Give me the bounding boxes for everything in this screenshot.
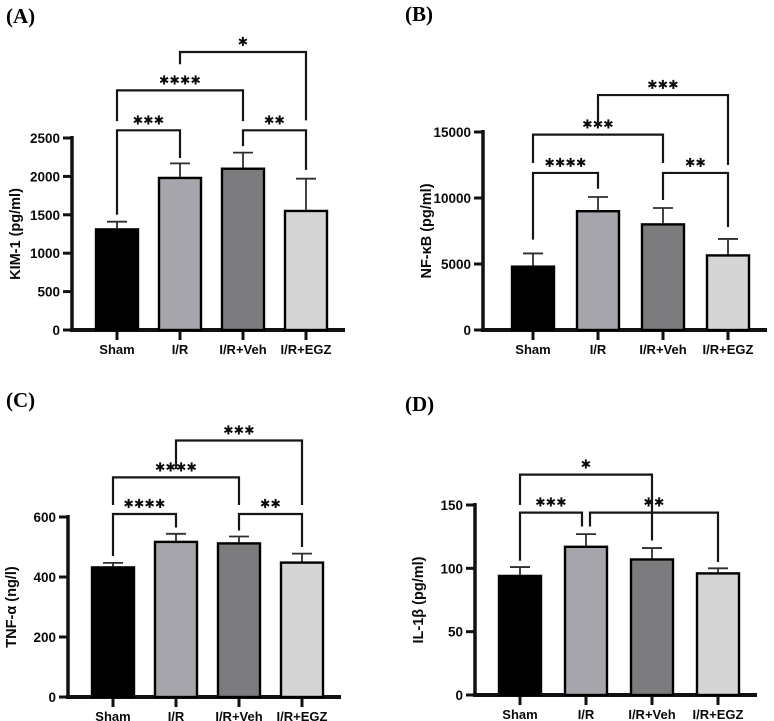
- y-axis-title: IL-1β (pg/ml): [411, 556, 427, 643]
- y-tick-label: 5000: [441, 257, 471, 272]
- bar-i-r: [157, 176, 203, 332]
- panel-b: (B) 0 5000 10000 15000 NF-κB (pg/ml) Sham I/R I…: [387, 0, 774, 360]
- x-tick-label: I/R+EGZ: [281, 342, 332, 357]
- x-tick-label: I/R: [168, 709, 185, 721]
- y-tick-label: 500: [37, 285, 60, 300]
- y-tick-label: 2500: [30, 131, 60, 146]
- sig-stars: ✱✱✱✱: [124, 496, 166, 511]
- x-tick-label: I/R: [578, 707, 595, 721]
- sig-bracket: [518, 473, 654, 541]
- bar-sham: [90, 566, 136, 699]
- bar-i-r-egz: [283, 209, 329, 332]
- bar-chart-nfkb: 0 5000 10000 15000 NF-κB (pg/ml) Sham I/R I/R+V…: [419, 77, 767, 357]
- x-tick-label: I/R+EGZ: [693, 707, 744, 721]
- sig-bracket: [661, 171, 730, 228]
- x-tick-label: I/R+EGZ: [703, 342, 754, 357]
- x-tick-label: Sham: [502, 707, 537, 721]
- sig-stars: ✱✱✱✱: [159, 72, 201, 87]
- bar-i-r: [575, 209, 621, 332]
- x-tick-label: Sham: [515, 342, 550, 357]
- panel-c-label: (C): [6, 388, 36, 412]
- x-tick-label: I/R+Veh: [219, 342, 266, 357]
- bar-i-r: [563, 545, 609, 697]
- sig-bracket: [111, 512, 178, 556]
- x-tick-label: I/R+Veh: [215, 709, 262, 721]
- y-tick-label: 15000: [433, 125, 471, 140]
- panel-d-label: (D): [405, 392, 435, 416]
- bar-chart-kim1: 0 500 1000 1500 2000 2500 KIM-1 (pg/ml) Sham I/R…: [8, 34, 345, 357]
- x-tick-label: I/R: [590, 342, 607, 357]
- y-tick-label: 10000: [433, 191, 471, 206]
- y-tick-label: 0: [52, 323, 60, 338]
- panel-c: (C) 0 200 400 600 TNF-α (ng/l) Sham I/R I/R+Veh…: [0, 360, 387, 721]
- sig-stars: ✱✱: [264, 112, 285, 127]
- x-tick-label: Sham: [95, 709, 130, 721]
- sig-stars: ✱: [581, 457, 591, 472]
- bar-i-r-veh: [216, 542, 262, 699]
- x-tick-label: I/R+Veh: [639, 342, 686, 357]
- bar-i-r-egz: [279, 561, 325, 699]
- sig-bracket: [531, 133, 665, 164]
- y-axis-title: TNF-α (ng/l): [4, 566, 20, 648]
- bar-i-r-veh: [640, 223, 686, 332]
- panel-b-label: (B): [405, 2, 433, 26]
- x-tick-label: Sham: [99, 342, 134, 357]
- sig-bracket: [111, 476, 241, 505]
- sig-bracket: [241, 129, 308, 170]
- panel-a-label: (A): [6, 4, 36, 28]
- y-tick-label: 1000: [30, 246, 60, 261]
- x-tick-label: I/R+Veh: [628, 707, 675, 721]
- y-tick-label: 150: [440, 498, 463, 513]
- sig-stars: ✱✱: [260, 496, 281, 511]
- x-tick-label: I/R: [172, 342, 189, 357]
- bar-i-r-egz: [705, 254, 751, 332]
- sig-bracket: [518, 511, 584, 561]
- y-tick-label: 200: [33, 630, 56, 645]
- sig-stars: ✱✱: [685, 155, 706, 170]
- y-tick-label: 0: [455, 688, 463, 703]
- sig-stars: ✱✱✱: [535, 495, 566, 510]
- sig-stars: ✱✱✱: [223, 423, 254, 438]
- panel-d: (D) 0 50 100 150 IL-1β (pg/ml) Sham I/R I/R+Veh…: [387, 360, 774, 721]
- sig-bracket: [237, 512, 304, 547]
- sig-stars: ✱✱✱✱: [545, 155, 587, 170]
- sig-bracket: [115, 129, 182, 215]
- sig-stars: ✱✱✱: [133, 112, 164, 127]
- bar-i-r-veh: [629, 558, 675, 697]
- bar-chart-tnfa: 0 200 400 600 TNF-α (ng/l) Sham I/R I/R+Veh I/R+…: [4, 423, 341, 721]
- y-tick-label: 0: [48, 690, 56, 705]
- y-tick-label: 600: [33, 510, 56, 525]
- bar-sham: [510, 265, 556, 332]
- bar-i-r-egz: [695, 572, 741, 697]
- sig-bracket: [115, 89, 245, 122]
- sig-stars: ✱✱✱: [647, 77, 678, 92]
- y-tick-label: 100: [440, 561, 463, 576]
- y-tick-label: 50: [448, 625, 463, 640]
- y-tick-label: 2000: [30, 169, 60, 184]
- x-tick-label: I/R+EGZ: [277, 709, 328, 721]
- sig-bracket: [178, 50, 308, 121]
- sig-bracket: [588, 511, 720, 562]
- bar-i-r-veh: [220, 167, 266, 332]
- sig-stars: ✱: [238, 34, 248, 49]
- y-tick-label: 400: [33, 570, 56, 585]
- y-axis-title: KIM-1 (pg/ml): [8, 188, 24, 280]
- bar-chart-il1b: 0 50 100 150 IL-1β (pg/ml) Sham I/R I/R+Veh I/R+…: [411, 457, 757, 721]
- sig-stars: ✱✱: [644, 495, 665, 510]
- bar-sham: [497, 574, 543, 697]
- sig-bracket: [596, 93, 730, 165]
- y-axis-title: NF-κB (pg/ml): [419, 183, 435, 278]
- sig-bracket: [174, 439, 304, 505]
- sig-bracket: [531, 171, 600, 240]
- panel-a: (A) 0 500 1000 1500 2000 2500 KIM-1 (pg/ml) Sha…: [0, 0, 387, 360]
- bar-sham: [94, 228, 140, 332]
- y-tick-label: 1500: [30, 208, 60, 223]
- y-tick-label: 0: [463, 323, 471, 338]
- bar-i-r: [153, 540, 199, 699]
